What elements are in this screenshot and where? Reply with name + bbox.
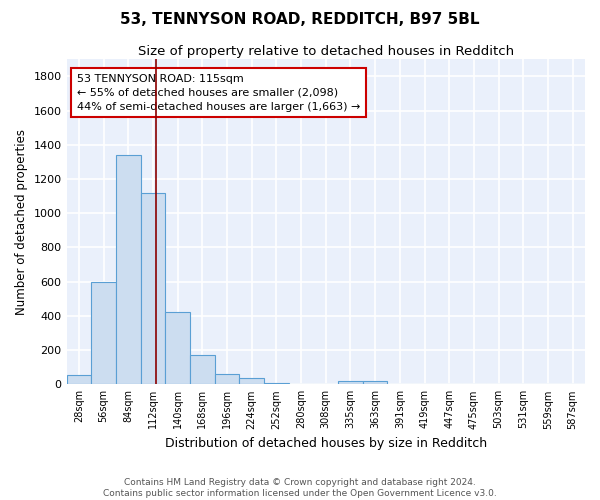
Bar xyxy=(264,382,289,384)
Y-axis label: Number of detached properties: Number of detached properties xyxy=(15,128,28,314)
Bar xyxy=(190,355,215,384)
Bar xyxy=(338,381,363,384)
Bar xyxy=(165,312,190,384)
Text: 53 TENNYSON ROAD: 115sqm
← 55% of detached houses are smaller (2,098)
44% of sem: 53 TENNYSON ROAD: 115sqm ← 55% of detach… xyxy=(77,74,360,112)
Bar xyxy=(239,378,264,384)
Bar xyxy=(67,375,91,384)
Bar xyxy=(140,192,165,384)
Bar xyxy=(91,282,116,385)
Bar xyxy=(215,374,239,384)
Text: 53, TENNYSON ROAD, REDDITCH, B97 5BL: 53, TENNYSON ROAD, REDDITCH, B97 5BL xyxy=(120,12,480,28)
Title: Size of property relative to detached houses in Redditch: Size of property relative to detached ho… xyxy=(138,45,514,58)
Text: Contains HM Land Registry data © Crown copyright and database right 2024.
Contai: Contains HM Land Registry data © Crown c… xyxy=(103,478,497,498)
X-axis label: Distribution of detached houses by size in Redditch: Distribution of detached houses by size … xyxy=(165,437,487,450)
Bar xyxy=(116,155,140,384)
Bar xyxy=(363,381,388,384)
